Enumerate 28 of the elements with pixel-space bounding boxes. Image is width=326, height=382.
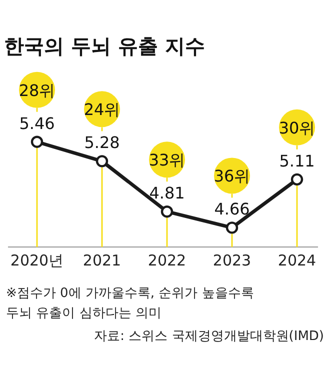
annotation: 33위 — [148, 150, 186, 170]
x-tick-label: 2021 — [82, 252, 122, 270]
rank-badge: 24위 — [84, 91, 120, 128]
point — [30, 136, 44, 148]
x-tick-label: 2020년 — [10, 252, 64, 270]
rank-badge: 30위 — [278, 109, 316, 146]
data-label: 5.46 — [19, 114, 55, 133]
point — [290, 173, 304, 186]
point — [160, 206, 174, 218]
annotation: 28위 — [18, 80, 56, 100]
x-tick-label: 2023 — [212, 252, 252, 270]
data-label: 5.11 — [279, 151, 315, 170]
data-label: 5.28 — [84, 133, 120, 152]
data-label: 4.66 — [214, 200, 250, 219]
data-label: 4.81 — [149, 184, 185, 203]
annotation: 36위 — [214, 166, 250, 186]
rank-badge: 33위 — [148, 142, 186, 178]
point — [96, 155, 108, 168]
x-tick-label: 2024 — [278, 252, 316, 270]
chart-title: 한국의 두뇌 유출 지수 — [4, 33, 205, 60]
rank-badge: 28위 — [18, 72, 56, 108]
annotation: 30위 — [278, 118, 316, 138]
point — [226, 222, 238, 234]
annotation: 24위 — [84, 100, 120, 120]
x-tick-label: 2022 — [148, 252, 186, 270]
text: 자료: 스위스 국제경영개발대학원(IMD) — [94, 328, 324, 345]
text: ※점수가 0에 가까울수록, 순위가 높을수록 두뇌 유출이 심하다는 의미 — [6, 285, 255, 323]
rank-badge: 36위 — [214, 158, 250, 194]
